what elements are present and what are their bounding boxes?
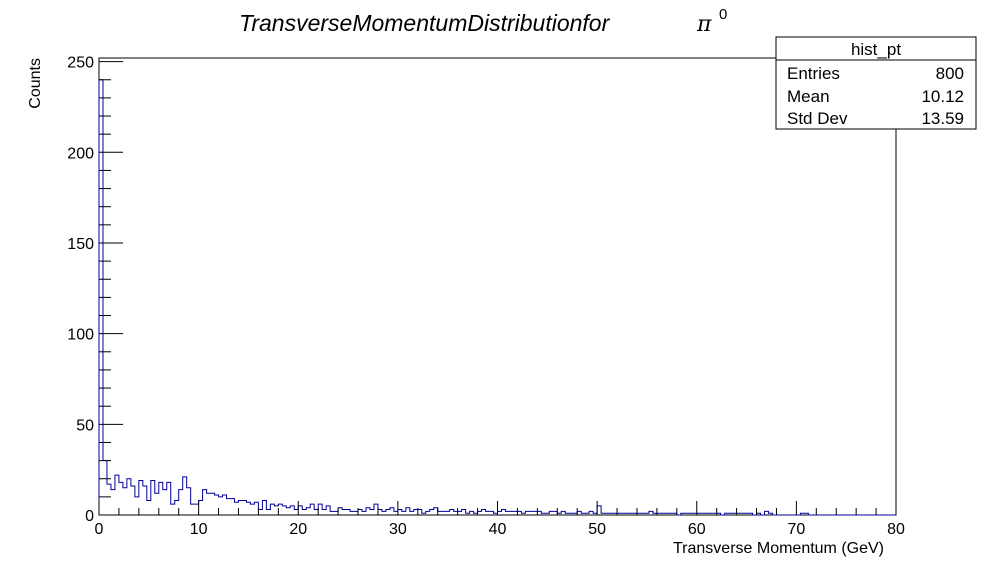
- y-tick-label: 200: [67, 145, 94, 162]
- histogram-line: [98, 79, 896, 516]
- stats-stddev-label: Std Dev: [787, 109, 848, 128]
- chart-title-superscript: 0: [719, 6, 727, 23]
- x-tick-label: 50: [588, 521, 606, 538]
- stats-stddev-value: 13.59: [921, 109, 964, 128]
- chart-title: TransverseMomentumDistributionfor π 0: [239, 6, 727, 37]
- stats-box-title: hist_pt: [851, 40, 901, 59]
- y-tick-label: 100: [67, 327, 94, 344]
- y-tick-label: 0: [85, 508, 94, 525]
- x-tick-label: 80: [887, 521, 905, 538]
- x-tick-label: 60: [688, 521, 706, 538]
- x-tick-label: 0: [95, 521, 104, 538]
- x-axis-title: Transverse Momentum (GeV): [673, 540, 884, 557]
- y-tick-label: 50: [76, 417, 94, 434]
- stats-entries-value: 800: [936, 64, 964, 83]
- x-tick-label: 40: [489, 521, 507, 538]
- stats-box: hist_pt Entries 800 Mean 10.12 Std Dev 1…: [775, 36, 977, 130]
- y-tick-label: 150: [67, 236, 94, 253]
- stats-entries-label: Entries: [787, 64, 840, 83]
- stats-box-frame: [775, 36, 977, 130]
- chart-title-symbol: π: [696, 12, 712, 37]
- y-axis-title: Counts: [27, 58, 44, 109]
- y-tick-label: 250: [67, 55, 94, 72]
- x-tick-label: 20: [289, 521, 307, 538]
- y-axis: 0 50 100 150 200 250: [67, 55, 123, 525]
- stats-mean-label: Mean: [787, 87, 830, 106]
- stats-mean-value: 10.12: [921, 87, 964, 106]
- x-tick-label: 30: [389, 521, 407, 538]
- x-tick-label: 10: [190, 521, 208, 538]
- x-tick-label: 70: [787, 521, 805, 538]
- x-axis: 0 10 20 30 40 50 60 70 80: [95, 501, 905, 538]
- chart-title-text: TransverseMomentumDistributionfor: [239, 10, 611, 36]
